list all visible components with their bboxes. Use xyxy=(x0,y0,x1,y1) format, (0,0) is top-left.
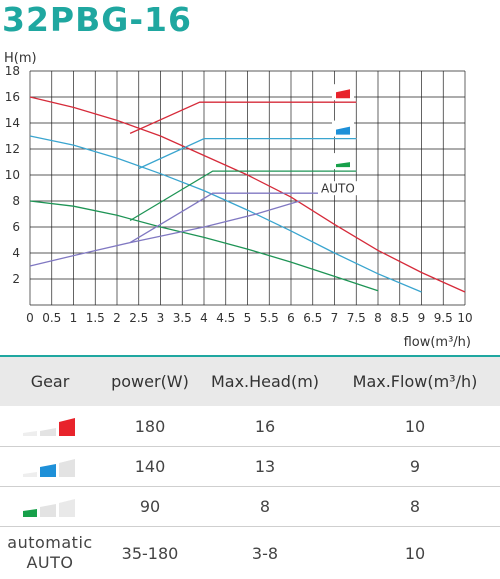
gear-low-icon xyxy=(23,497,77,517)
x-tick-label: 9.5 xyxy=(434,311,453,325)
pump-curve-chart: 0 0.5 1 1.5 2 2.5 3 3.5 4 4.5 5 5.5 6 6.5 7 7.5 8 8.5 9 9.5… xyxy=(0,0,500,350)
max-flow-cell: 10 xyxy=(330,406,500,447)
x-tick-label: 3 xyxy=(157,311,165,325)
x-tick-label: 8.5 xyxy=(390,311,409,325)
header-max-head: Max.Head(m) xyxy=(200,356,330,406)
table-row: 90 8 8 xyxy=(0,487,500,527)
series-line xyxy=(130,102,356,133)
gear-cell xyxy=(0,487,100,527)
y-tick-label: 4 xyxy=(12,246,20,260)
power-cell: 140 xyxy=(100,447,200,487)
table-row: 180 16 10 xyxy=(0,406,500,447)
y-tick-label: 12 xyxy=(5,142,20,156)
gear-cell xyxy=(0,406,100,447)
table-row: 140 13 9 xyxy=(0,447,500,487)
max-head-cell: 16 xyxy=(200,406,330,447)
legend-auto-label: AUTO xyxy=(321,182,355,196)
x-tick-label: 1 xyxy=(70,311,78,325)
y-tick-label: 14 xyxy=(5,116,20,130)
spec-table: Gear power(W) Max.Head(m) Max.Flow(m³/h)… xyxy=(0,355,500,579)
max-head-cell: 3-8 xyxy=(200,527,330,579)
series-line xyxy=(30,201,300,266)
power-cell: 90 xyxy=(100,487,200,527)
x-tick-label: 0.5 xyxy=(42,311,61,325)
max-flow-cell: 9 xyxy=(330,447,500,487)
max-head-cell: 8 xyxy=(200,487,330,527)
power-cell: 35-180 xyxy=(100,527,200,579)
max-flow-cell: 8 xyxy=(330,487,500,527)
table-row: automatic AUTO 35-180 3-8 10 xyxy=(0,527,500,579)
x-tick-label: 7 xyxy=(331,311,339,325)
max-flow-cell: 10 xyxy=(330,527,500,579)
table-header-row: Gear power(W) Max.Head(m) Max.Flow(m³/h) xyxy=(0,356,500,406)
header-max-flow: Max.Flow(m³/h) xyxy=(330,356,500,406)
power-cell: 180 xyxy=(100,406,200,447)
x-tick-label: 6 xyxy=(287,311,295,325)
x-tick-label: 4 xyxy=(200,311,208,325)
gear-high-icon xyxy=(23,416,77,436)
x-tick-label: 10 xyxy=(457,311,472,325)
x-tick-label: 5.5 xyxy=(260,311,279,325)
x-tick-label: 2 xyxy=(113,311,121,325)
gear-medium-icon xyxy=(23,457,77,477)
table-header: Gear power(W) Max.Head(m) Max.Flow(m³/h) xyxy=(0,356,500,406)
y-tick-label: 8 xyxy=(12,194,20,208)
x-tick-label: 8 xyxy=(374,311,382,325)
x-tick-label: 0 xyxy=(26,311,34,325)
x-tick-label: 2.5 xyxy=(129,311,148,325)
gear-cell: automatic AUTO xyxy=(0,527,100,579)
header-gear: Gear xyxy=(0,356,100,406)
gear-auto-label: automatic AUTO xyxy=(0,533,100,573)
x-tick-label: 5 xyxy=(244,311,252,325)
y-tick-label: 10 xyxy=(5,168,20,182)
max-head-cell: 13 xyxy=(200,447,330,487)
x-tick-label: 6.5 xyxy=(303,311,322,325)
x-tick-label: 4.5 xyxy=(216,311,235,325)
y-tick-label: 16 xyxy=(5,90,20,104)
header-power: power(W) xyxy=(100,356,200,406)
gear-cell xyxy=(0,447,100,487)
y-tick-label: 2 xyxy=(12,272,20,286)
x-tick-label: 7.5 xyxy=(347,311,366,325)
gear-auto-line-1: automatic xyxy=(0,533,100,553)
series-line xyxy=(130,171,356,220)
x-tick-label: 3.5 xyxy=(173,311,192,325)
x-tick-label: 1.5 xyxy=(86,311,105,325)
gear-auto-line-2: AUTO xyxy=(0,553,100,573)
y-axis-label: H(m) xyxy=(4,51,37,66)
x-tick-label: 9 xyxy=(418,311,426,325)
x-axis-label: flow(m³/h) xyxy=(404,335,471,350)
y-tick-label: 18 xyxy=(5,64,20,78)
y-tick-label: 6 xyxy=(12,220,20,234)
